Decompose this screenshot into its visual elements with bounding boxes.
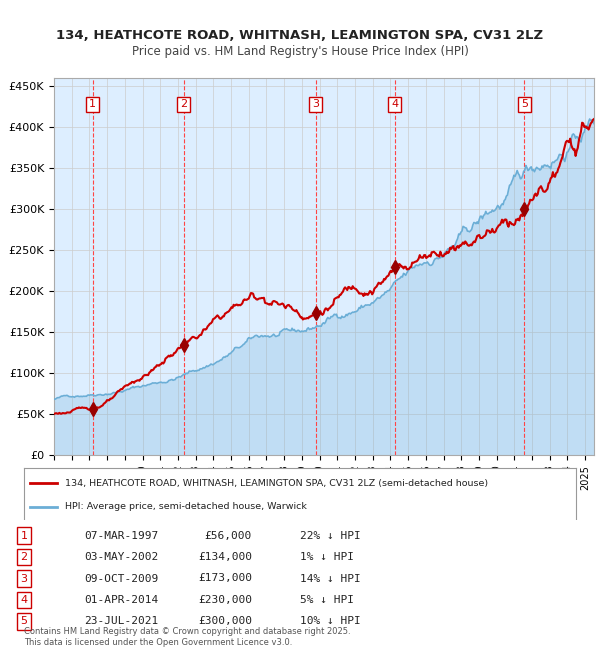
Text: HPI: Average price, semi-detached house, Warwick: HPI: Average price, semi-detached house,… bbox=[65, 502, 307, 511]
Text: 134, HEATHCOTE ROAD, WHITNASH, LEAMINGTON SPA, CV31 2LZ (semi-detached house): 134, HEATHCOTE ROAD, WHITNASH, LEAMINGTO… bbox=[65, 479, 488, 488]
Text: 01-APR-2014: 01-APR-2014 bbox=[84, 595, 158, 605]
Text: Contains HM Land Registry data © Crown copyright and database right 2025.
This d: Contains HM Land Registry data © Crown c… bbox=[24, 627, 350, 647]
Text: 22% ↓ HPI: 22% ↓ HPI bbox=[300, 530, 361, 541]
Text: 3: 3 bbox=[20, 573, 28, 584]
Text: 5% ↓ HPI: 5% ↓ HPI bbox=[300, 595, 354, 605]
Text: £173,000: £173,000 bbox=[198, 573, 252, 584]
Text: 3: 3 bbox=[312, 99, 319, 109]
Text: 2: 2 bbox=[20, 552, 28, 562]
Text: 134, HEATHCOTE ROAD, WHITNASH, LEAMINGTON SPA, CV31 2LZ: 134, HEATHCOTE ROAD, WHITNASH, LEAMINGTO… bbox=[56, 29, 544, 42]
Text: £56,000: £56,000 bbox=[205, 530, 252, 541]
Text: 07-MAR-1997: 07-MAR-1997 bbox=[84, 530, 158, 541]
Text: 14% ↓ HPI: 14% ↓ HPI bbox=[300, 573, 361, 584]
Text: 4: 4 bbox=[391, 99, 398, 109]
Text: Price paid vs. HM Land Registry's House Price Index (HPI): Price paid vs. HM Land Registry's House … bbox=[131, 46, 469, 58]
Text: 5: 5 bbox=[20, 616, 28, 627]
Text: 23-JUL-2021: 23-JUL-2021 bbox=[84, 616, 158, 627]
Text: 1: 1 bbox=[20, 530, 28, 541]
Text: 4: 4 bbox=[20, 595, 28, 605]
Text: 2: 2 bbox=[180, 99, 187, 109]
Text: £300,000: £300,000 bbox=[198, 616, 252, 627]
Text: 5: 5 bbox=[521, 99, 528, 109]
Text: 1: 1 bbox=[89, 99, 96, 109]
Text: £230,000: £230,000 bbox=[198, 595, 252, 605]
Text: 03-MAY-2002: 03-MAY-2002 bbox=[84, 552, 158, 562]
Text: £134,000: £134,000 bbox=[198, 552, 252, 562]
Text: 10% ↓ HPI: 10% ↓ HPI bbox=[300, 616, 361, 627]
Text: 1% ↓ HPI: 1% ↓ HPI bbox=[300, 552, 354, 562]
Text: 09-OCT-2009: 09-OCT-2009 bbox=[84, 573, 158, 584]
